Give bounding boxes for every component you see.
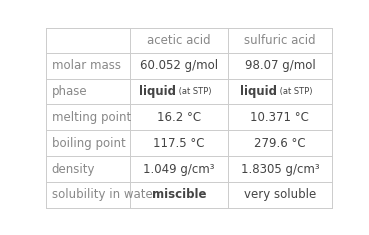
Text: phase: phase — [52, 85, 87, 98]
Text: 279.6 °C: 279.6 °C — [254, 137, 306, 150]
Text: 1.8305 g/cm³: 1.8305 g/cm³ — [241, 163, 319, 176]
Text: acetic acid: acetic acid — [147, 34, 211, 47]
Text: (at STP): (at STP) — [277, 87, 313, 96]
Text: melting point: melting point — [52, 111, 131, 124]
Text: (at STP): (at STP) — [176, 87, 212, 96]
Text: solubility in water: solubility in water — [52, 188, 158, 201]
Text: liquid: liquid — [240, 85, 277, 98]
Text: liquid: liquid — [139, 85, 176, 98]
Text: molar mass: molar mass — [52, 59, 121, 72]
Text: sulfuric acid: sulfuric acid — [244, 34, 316, 47]
Text: very soluble: very soluble — [244, 188, 316, 201]
Text: 98.07 g/mol: 98.07 g/mol — [245, 59, 315, 72]
Text: boiling point: boiling point — [52, 137, 125, 150]
Text: 1.049 g/cm³: 1.049 g/cm³ — [143, 163, 215, 176]
Text: 117.5 °C: 117.5 °C — [154, 137, 205, 150]
Text: miscible: miscible — [152, 188, 206, 201]
Text: 16.2 °C: 16.2 °C — [157, 111, 201, 124]
Text: 10.371 °C: 10.371 °C — [251, 111, 309, 124]
Text: 60.052 g/mol: 60.052 g/mol — [140, 59, 218, 72]
Text: density: density — [52, 163, 95, 176]
